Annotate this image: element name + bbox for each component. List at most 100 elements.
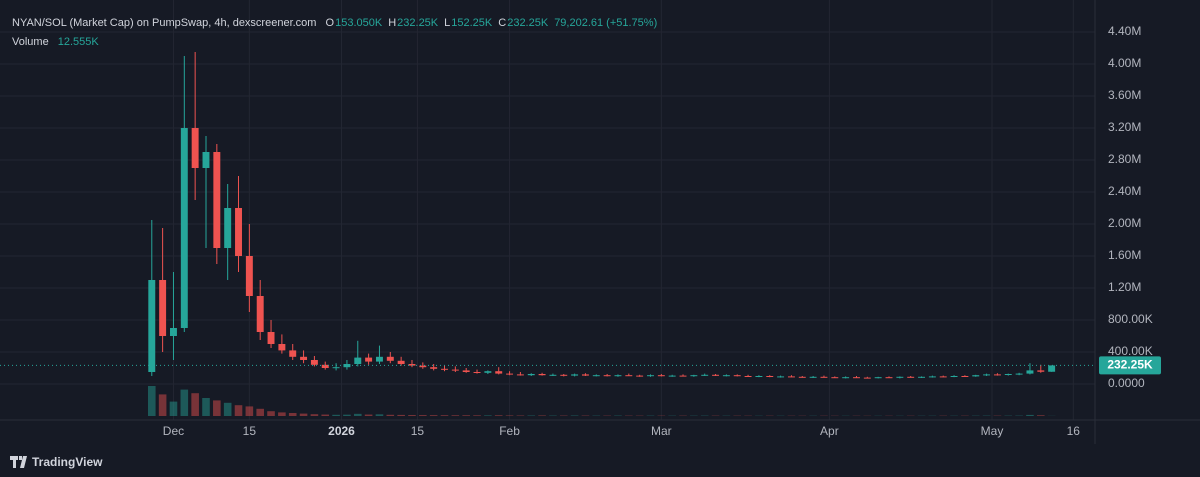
y-tick-label: 400.00K <box>1108 344 1153 358</box>
candle-body <box>516 374 524 376</box>
candle-body <box>148 280 156 372</box>
candle-body <box>961 376 969 377</box>
candle-body <box>744 376 752 377</box>
candle-body <box>365 357 373 362</box>
last-price-label: 232.25K <box>1107 358 1153 372</box>
candle-body <box>538 374 546 376</box>
candle-body <box>235 208 242 256</box>
candle-body <box>375 356 383 362</box>
candle-body <box>939 376 947 378</box>
candle-body <box>885 377 893 379</box>
candle-body <box>647 375 654 377</box>
volume-bar <box>321 414 330 416</box>
candle-body <box>972 375 980 377</box>
candle-body <box>321 364 329 368</box>
brand-name: TradingView <box>32 455 103 469</box>
volume-bar <box>538 415 546 416</box>
y-tick-label: 0.0000 <box>1108 376 1145 390</box>
y-tick-label: 4.40M <box>1108 24 1141 38</box>
volume-bar <box>408 415 416 416</box>
y-tick-label: 2.00M <box>1108 216 1141 230</box>
candle-body <box>159 280 167 336</box>
ohlc-key: C <box>498 17 507 29</box>
candle-body <box>191 128 199 168</box>
candle-body <box>733 375 741 377</box>
chart-title: NYAN/SOL (Market Cap) on PumpSwap, 4h, d… <box>12 17 317 29</box>
y-tick-label: 3.20M <box>1108 120 1141 134</box>
candle-body <box>907 376 915 378</box>
candle-body <box>1048 365 1056 372</box>
candle-body <box>798 376 806 378</box>
brand-icon <box>10 456 27 468</box>
volume-bar <box>256 408 264 416</box>
volume-bar <box>473 415 481 416</box>
candle-body <box>820 376 828 378</box>
candle-body <box>213 152 221 248</box>
candle-body <box>386 356 394 361</box>
volume-bar <box>451 415 460 416</box>
y-tick-label: 4.00M <box>1108 56 1141 70</box>
candle-body <box>592 375 600 377</box>
x-tick-label: 2026 <box>328 424 355 438</box>
candle-body <box>712 374 720 376</box>
candle-body <box>289 350 297 357</box>
candle-body <box>603 375 611 377</box>
legend-row: NYAN/SOL (Market Cap) on PumpSwap, 4h, d… <box>12 14 663 33</box>
candle-body <box>1015 373 1023 375</box>
candle-body <box>1026 370 1034 374</box>
candle-body <box>169 328 177 336</box>
candle-body <box>722 375 730 377</box>
volume-bar <box>419 415 427 416</box>
y-tick-label: 800.00K <box>1108 312 1153 326</box>
ohlc-key: L <box>444 17 451 29</box>
volume-bar <box>158 394 167 416</box>
candle-body <box>300 356 308 360</box>
candle-body <box>256 296 264 332</box>
candle-body <box>928 376 936 378</box>
volume-bar <box>375 414 384 416</box>
y-tick-label: 1.20M <box>1108 280 1141 294</box>
volume-label: 12.555K <box>57 36 99 48</box>
volume-bar <box>299 413 308 416</box>
x-tick-label: Apr <box>820 424 839 438</box>
candle-body <box>343 364 351 368</box>
volume-row: Volume 12.555K <box>12 33 663 52</box>
candle-body <box>419 365 427 368</box>
volume-bar <box>1026 414 1034 416</box>
last-price-box <box>1099 356 1161 375</box>
ohlc-value: 152.25K <box>451 17 493 29</box>
ohlc-key: O <box>325 17 335 29</box>
candle-body <box>408 364 416 366</box>
candle-body <box>809 376 817 378</box>
x-tick-label: Feb <box>499 424 520 438</box>
candle-body <box>180 128 188 328</box>
volume-bar <box>191 393 199 416</box>
x-tick-label: 15 <box>411 424 425 438</box>
volume-bar <box>386 414 395 416</box>
candle-body <box>614 375 622 377</box>
candle-body <box>874 377 882 379</box>
x-tick-label: 15 <box>243 424 257 438</box>
volume-bar <box>343 414 351 416</box>
volume-bar <box>147 386 156 416</box>
candle-body <box>224 208 232 248</box>
y-tick-label: 1.60M <box>1108 248 1141 262</box>
volume-name: Volume <box>12 36 49 48</box>
candle-body <box>679 375 687 377</box>
candle-body <box>581 374 589 376</box>
candle-body <box>766 376 774 377</box>
volume-bar <box>223 402 232 416</box>
candle-body <box>1037 370 1045 372</box>
ohlc-value: 232.25K <box>397 17 439 29</box>
candle-body <box>267 332 275 344</box>
candle-body <box>397 360 405 364</box>
candle-body <box>918 376 926 378</box>
ohlc-value: 232.25K <box>507 17 549 29</box>
volume-bar <box>245 406 254 416</box>
volume-bar <box>213 400 221 416</box>
volume-bar <box>169 401 178 416</box>
candle-body <box>473 372 481 373</box>
candle-body <box>495 371 503 374</box>
